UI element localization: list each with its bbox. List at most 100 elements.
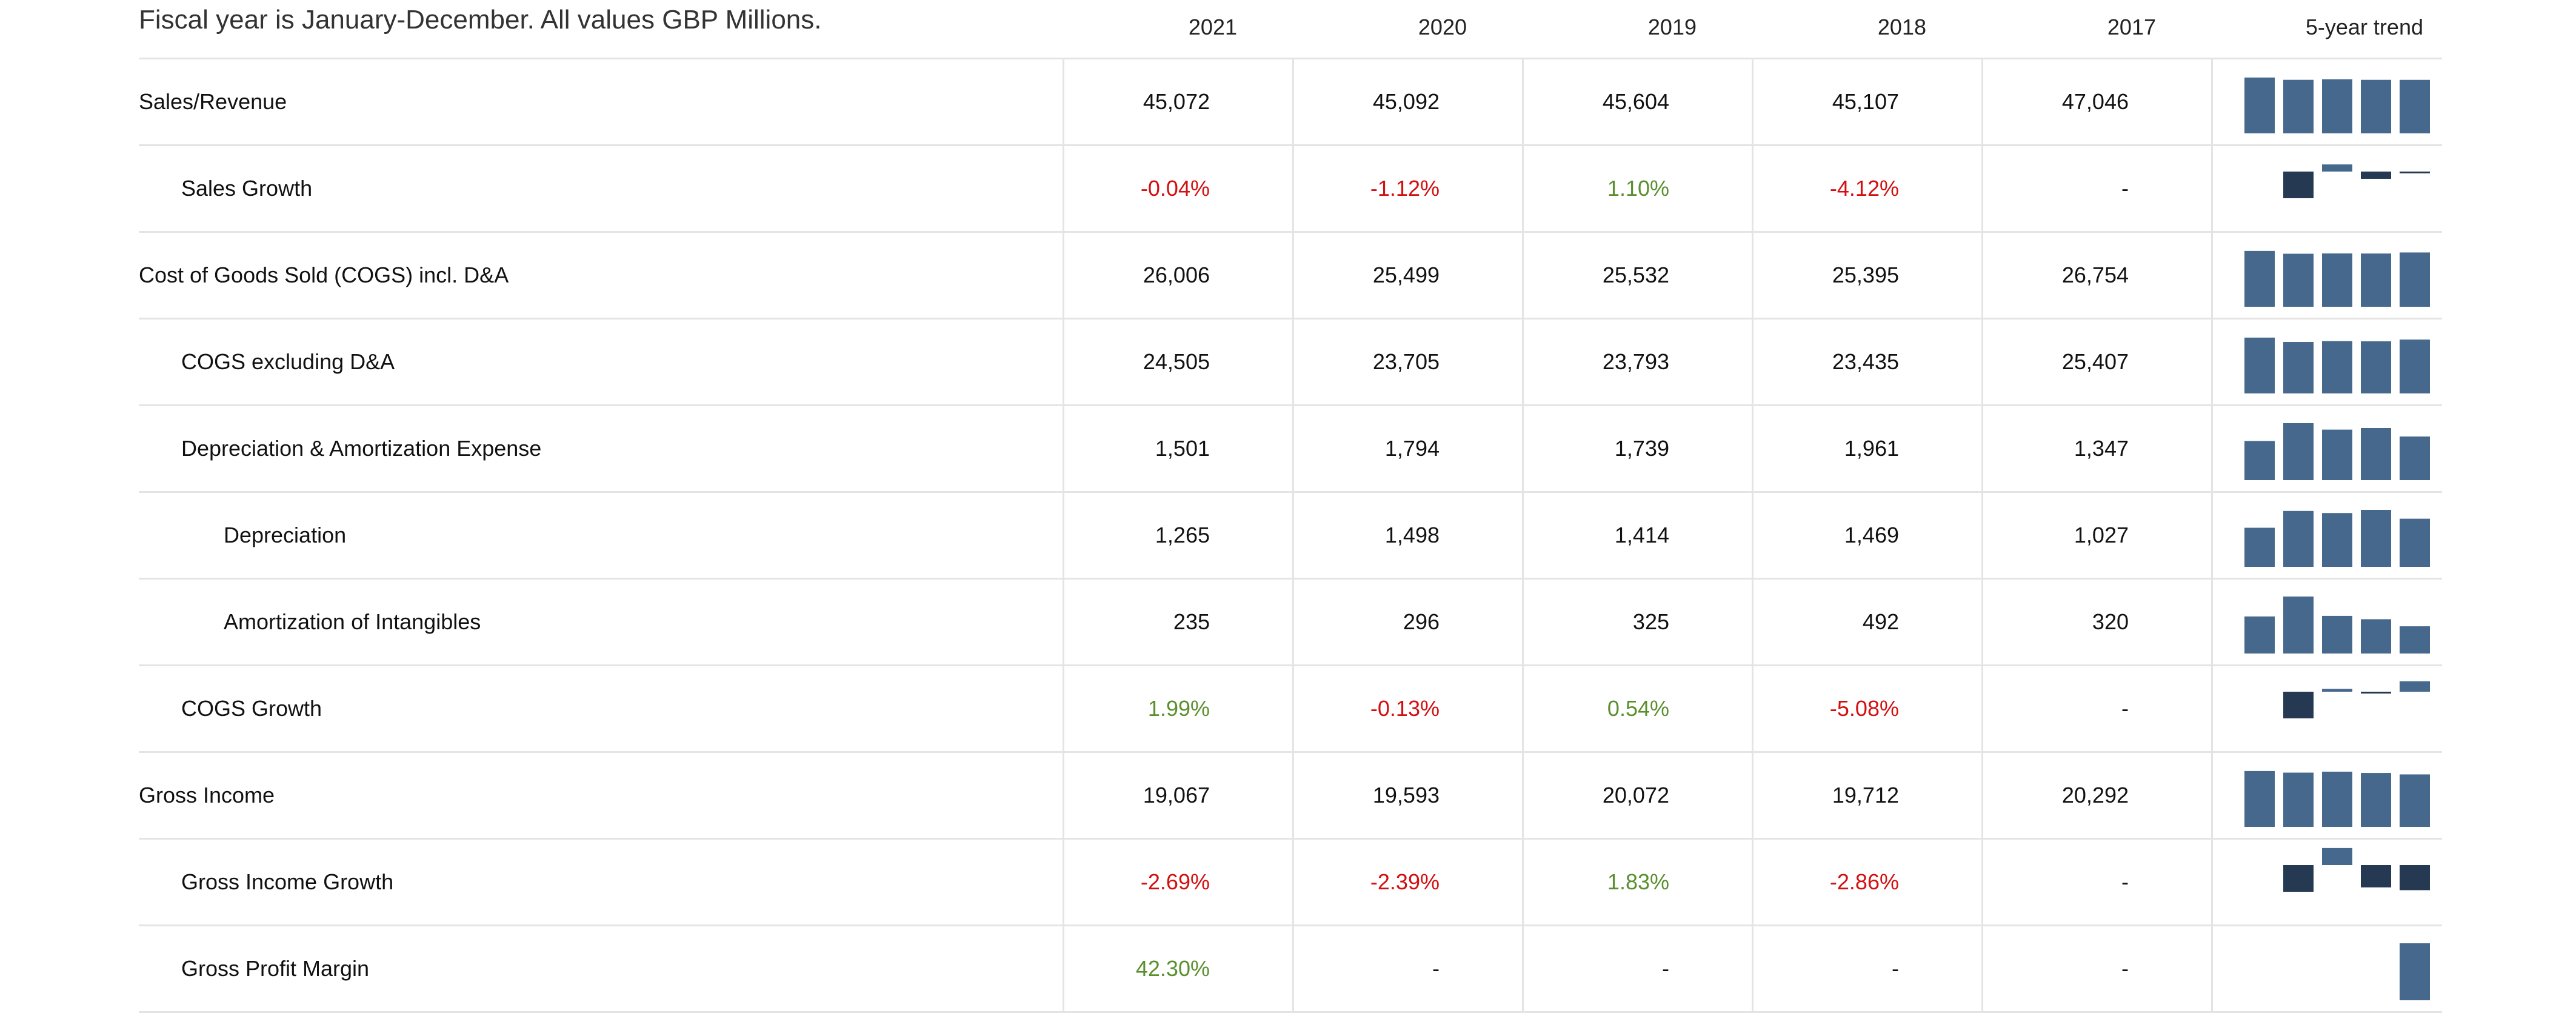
income-statement-table: Fiscal year is January-December. All val… [139, 0, 2442, 1013]
trend-bar [2400, 252, 2430, 307]
trend-sparkline [2244, 771, 2430, 827]
trend-bar [2244, 771, 2275, 827]
column-divider [1752, 58, 1753, 1013]
table-row-gross-income: Gross Income 19,067 19,593 20,072 19,712 20,2… [139, 753, 2442, 840]
value-cell-2019: 1,739 [1614, 436, 1669, 461]
trend-sparkline [2283, 681, 2430, 718]
trend-bar-negative [2283, 692, 2314, 718]
year-header-2017: 2017 [2107, 15, 2156, 39]
column-divider [2211, 58, 2213, 1013]
value-cell-2019: 1.10% [1607, 176, 1669, 201]
trend-bar [2283, 342, 2314, 393]
trend-bar [2361, 341, 2391, 393]
value-cell-2020: -2.39% [1370, 869, 1440, 894]
value-cell-2018: 1,469 [1844, 523, 1899, 547]
value-cell-2019: 1,414 [1614, 523, 1669, 547]
table-row-sales-growth: Sales Growth -0.04% -1.12% 1.10% -4.12% - [139, 146, 2442, 233]
value-cell-2020: 23,705 [1372, 349, 1440, 374]
value-cell-2018: 45,107 [1832, 89, 1899, 114]
trend-bar [2400, 436, 2430, 480]
value-cell-2018: -2.86% [1829, 869, 1899, 894]
trend-sparkline [2244, 337, 2430, 393]
value-cell-2021: 1.99% [1147, 696, 1210, 721]
trend-bar [2322, 615, 2352, 654]
trend-bar [2283, 772, 2314, 827]
value-cell-2021: 42.30% [1135, 956, 1210, 981]
value-cell-2017: 25,407 [2061, 349, 2129, 374]
value-cell-2017: - [2121, 176, 2129, 201]
row-label: Amortization of Intangibles [224, 609, 481, 634]
trend-bar [2361, 79, 2391, 133]
trend-bar-positive [2322, 848, 2352, 865]
trend-bar-negative [2361, 865, 2391, 888]
trend-bar-negative [2400, 865, 2430, 891]
trend-bar-negative [2361, 172, 2391, 179]
value-cell-2018: 25,395 [1832, 262, 1899, 287]
value-cell-2019: - [1662, 956, 1669, 981]
trend-bar [2400, 339, 2430, 393]
fiscal-year-caption: Fiscal year is January-December. All val… [139, 5, 822, 35]
trend-bar [2322, 429, 2352, 480]
trend-bar [2244, 527, 2275, 567]
table-row-gross-income-growth: Gross Income Growth -2.69% -2.39% 1.83% -2.8… [139, 840, 2442, 926]
value-cell-2020: 296 [1403, 609, 1440, 634]
row-label: Sales/Revenue [139, 89, 287, 114]
table-row-cogs-growth: COGS Growth 1.99% -0.13% 0.54% -5.08% - [139, 666, 2442, 753]
value-cell-2021: 1,265 [1155, 523, 1210, 547]
trend-bar [2400, 518, 2430, 567]
value-cell-2021: -2.69% [1140, 869, 1210, 894]
table-row-cogs-excluding-d-a: COGS excluding D&A 24,505 23,705 23,793 23,4… [139, 319, 2442, 406]
row-label: Sales Growth [181, 176, 313, 201]
trend-bar [2400, 626, 2430, 654]
value-cell-2017: 320 [2092, 609, 2129, 634]
value-cell-2021: 26,006 [1143, 262, 1210, 287]
year-header-2019: 2019 [1647, 15, 1697, 39]
value-cell-2017: 47,046 [2061, 89, 2129, 114]
trend-bar [2244, 250, 2275, 307]
table-row-depreciation: Depreciation 1,265 1,498 1,414 1,469 1,027 [139, 493, 2442, 580]
trend-sparkline [2400, 943, 2430, 1000]
value-cell-2017: 20,292 [2061, 783, 2129, 807]
trend-bar-positive [2322, 164, 2352, 172]
column-divider [1981, 58, 1983, 1013]
table-row-gross-profit-margin: Gross Profit Margin 42.30% - - - - [139, 926, 2442, 1013]
value-cell-2017: 1,347 [2074, 436, 2129, 461]
trend-bar [2283, 253, 2314, 307]
value-cell-2021: 24,505 [1143, 349, 1210, 374]
value-cell-2020: - [1432, 956, 1440, 981]
value-cell-2019: 325 [1632, 609, 1669, 634]
trend-bar [2400, 79, 2430, 133]
row-label: Gross Profit Margin [181, 956, 370, 981]
value-cell-2019: 0.54% [1607, 696, 1669, 721]
value-cell-2017: - [2121, 869, 2129, 894]
column-divider [1522, 58, 1524, 1013]
trend-bar [2361, 428, 2391, 480]
trend-sparkline [2244, 77, 2430, 133]
value-cell-2018: 23,435 [1832, 349, 1899, 374]
trend-bar [2283, 423, 2314, 480]
value-cell-2019: 1.83% [1607, 869, 1669, 894]
value-cell-2018: 1,961 [1844, 436, 1899, 461]
value-cell-2017: 26,754 [2061, 262, 2129, 287]
row-label: Depreciation [224, 523, 347, 547]
trend-bar [2400, 943, 2430, 1000]
trend-bar-negative [2361, 692, 2391, 694]
value-cell-2017: - [2121, 696, 2129, 721]
trend-bar-positive [2322, 689, 2352, 692]
trend-bar [2361, 510, 2391, 567]
trend-sparkline [2283, 848, 2430, 892]
trend-header: 5-year trend [2305, 15, 2423, 39]
trend-bar [2244, 77, 2275, 133]
trend-bar [2322, 513, 2352, 567]
table-row-amortization-of-intangibles: Amortization of Intangibles 235 296 325 492 3… [139, 580, 2442, 666]
trend-bar [2361, 619, 2391, 654]
value-cell-2017: - [2121, 956, 2129, 981]
trend-bar [2361, 253, 2391, 307]
table-row-depreciation-amortization-expense: Depreciation & Amortization Expense 1,501… [139, 406, 2442, 493]
trend-bar [2400, 774, 2430, 827]
row-label: Gross Income [139, 783, 275, 807]
trend-bar [2322, 771, 2352, 827]
trend-bar-positive [2400, 681, 2430, 692]
trend-bar [2361, 773, 2391, 827]
trend-bar [2322, 341, 2352, 393]
